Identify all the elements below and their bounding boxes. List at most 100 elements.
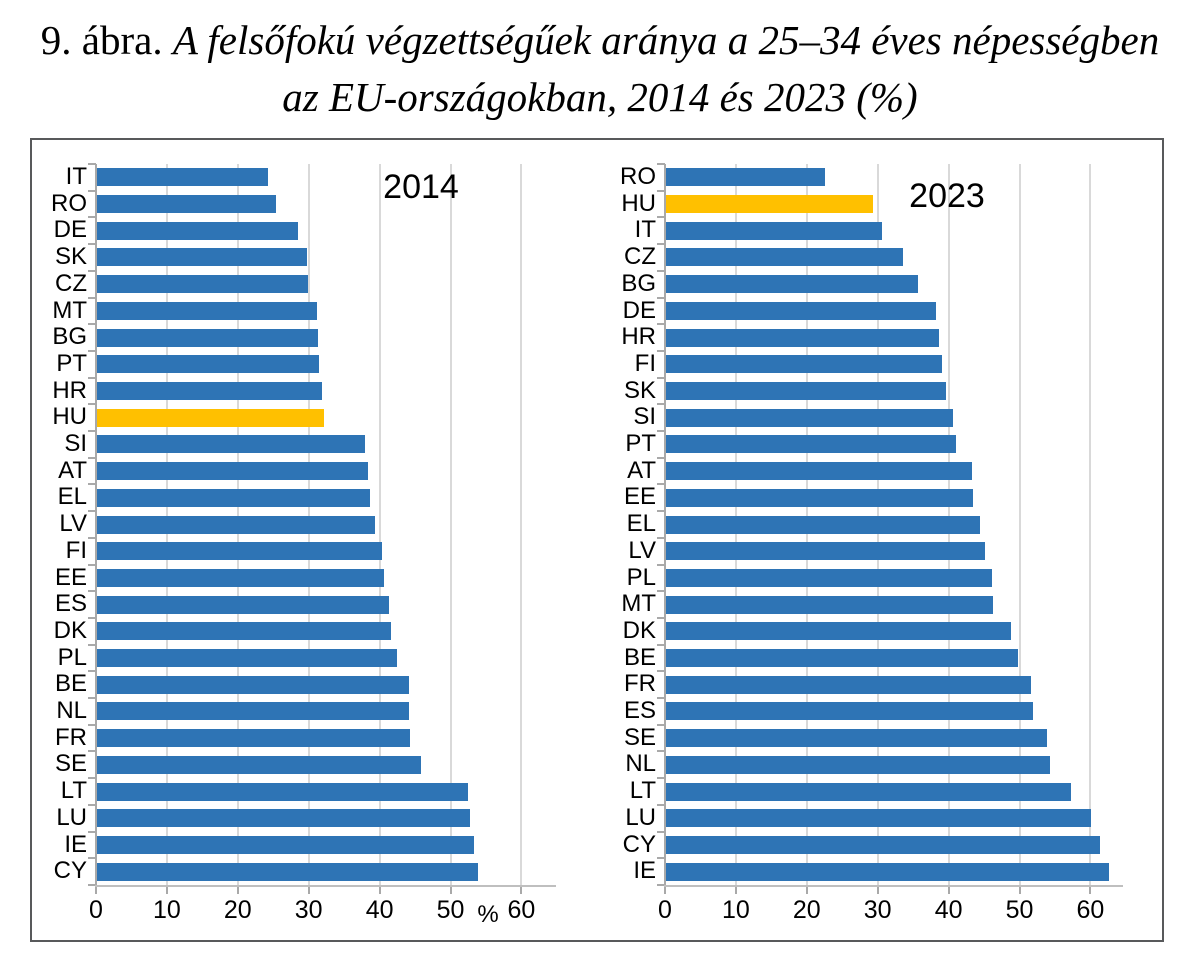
category-label-RO: RO [620, 163, 656, 190]
y-axis-tick [88, 884, 96, 886]
y-axis-tick [88, 830, 96, 833]
category-label-LT: LT [60, 777, 87, 805]
category-label-CY: CY [53, 857, 87, 885]
bar-FR [96, 729, 411, 748]
bar-PT [665, 435, 956, 454]
y-axis-tick [88, 697, 96, 700]
y-axis-tick [657, 349, 665, 352]
bar-FR [665, 675, 1031, 694]
bar-HU [665, 195, 873, 214]
x-axis-tick-10 [734, 887, 737, 894]
y-axis-tick [88, 349, 96, 352]
category-label-EL: EL [57, 483, 87, 511]
category-label-MT: MT [621, 590, 656, 618]
bar-DE [665, 301, 936, 320]
y-axis-tick [657, 830, 665, 833]
y-axis-tick [657, 670, 665, 673]
bar-BG [96, 328, 318, 347]
y-axis-tick [657, 563, 665, 566]
bar-EL [665, 515, 980, 534]
bar-FI [665, 355, 943, 374]
bar-DE [96, 221, 299, 240]
x-tick-label-60: 60 [1076, 896, 1105, 924]
category-label-EE: EE [54, 563, 87, 591]
y-axis-tick [88, 643, 96, 646]
y-axis-tick [88, 376, 96, 379]
figure-title-line2: az EU-országokban, 2014 és 2023 (%) [282, 73, 918, 120]
category-label-IE: IE [633, 857, 656, 885]
category-label-LU: LU [625, 803, 656, 831]
bar-MT [665, 595, 993, 614]
category-label-AT: AT [58, 456, 87, 484]
x-axis-tick-0 [95, 887, 97, 894]
category-label-HR: HR [621, 323, 656, 351]
x-axis-tick-0 [664, 887, 666, 894]
bar-ES [665, 702, 1033, 721]
category-label-DE: DE [622, 296, 656, 324]
figure-number: 9. ábra. [40, 17, 163, 63]
category-label-RO: RO [51, 189, 87, 217]
bar-SI [665, 408, 953, 427]
gridline-50 [449, 164, 452, 885]
y-axis-tick [88, 510, 96, 513]
y-axis-tick [88, 857, 96, 860]
y-axis-tick [657, 750, 665, 753]
y-axis-tick [657, 590, 665, 593]
bar-RO [96, 195, 277, 214]
bar-RO [665, 168, 826, 187]
y-axis-tick [657, 189, 665, 192]
x-tick-label-50: 50 [436, 896, 465, 924]
category-label-PL: PL [57, 643, 87, 671]
x-axis-tick-50 [449, 887, 452, 894]
gridline-50 [1018, 164, 1021, 885]
x-axis-tick-30 [307, 887, 310, 894]
category-label-LT: LT [629, 777, 656, 805]
x-tick-label-20: 20 [223, 896, 252, 924]
y-axis-tick [657, 857, 665, 860]
category-label-LU: LU [56, 803, 87, 831]
y-axis-tick [657, 323, 665, 326]
category-label-IE: IE [64, 830, 87, 858]
y-axis-tick [88, 296, 96, 299]
category-label-DE: DE [53, 216, 87, 244]
bar-EE [665, 488, 973, 507]
x-axis-tick-60 [520, 887, 523, 894]
category-label-BG: BG [621, 269, 656, 297]
x-axis-tick-40 [378, 887, 381, 894]
y-axis-tick [657, 803, 665, 806]
y-axis-tick [657, 430, 665, 433]
y-axis-tick [88, 536, 96, 539]
bar-NL [96, 702, 410, 721]
category-label-BG: BG [52, 323, 87, 351]
bar-IE [665, 862, 1109, 881]
bar-CY [665, 835, 1101, 854]
bar-CZ [665, 248, 903, 267]
bar-DK [665, 622, 1011, 641]
bar-SK [96, 248, 307, 267]
gridline-60 [1089, 164, 1092, 885]
y-axis-tick [88, 590, 96, 593]
category-label-NL: NL [625, 750, 656, 778]
y-axis-tick [88, 269, 96, 272]
y-axis-tick [657, 269, 665, 272]
y-axis-tick [88, 563, 96, 566]
bar-HR [665, 328, 939, 347]
y-axis-tick [657, 216, 665, 219]
bar-BE [665, 649, 1019, 668]
bar-SE [96, 755, 422, 774]
category-label-PT: PT [56, 349, 87, 377]
bar-FI [96, 542, 382, 561]
bar-HU [96, 408, 325, 427]
bar-LT [96, 782, 469, 801]
x-tick-label-40: 40 [934, 896, 963, 924]
y-axis-line [664, 164, 666, 885]
x-tick-label-40: 40 [365, 896, 394, 924]
category-label-IT: IT [65, 163, 87, 190]
x-axis-tick-60 [1089, 887, 1092, 894]
y-axis-tick [88, 723, 96, 726]
category-label-CZ: CZ [55, 269, 87, 297]
bar-MT [96, 301, 318, 320]
bar-LV [665, 542, 985, 561]
bar-AT [96, 462, 369, 481]
bar-SI [96, 435, 365, 454]
